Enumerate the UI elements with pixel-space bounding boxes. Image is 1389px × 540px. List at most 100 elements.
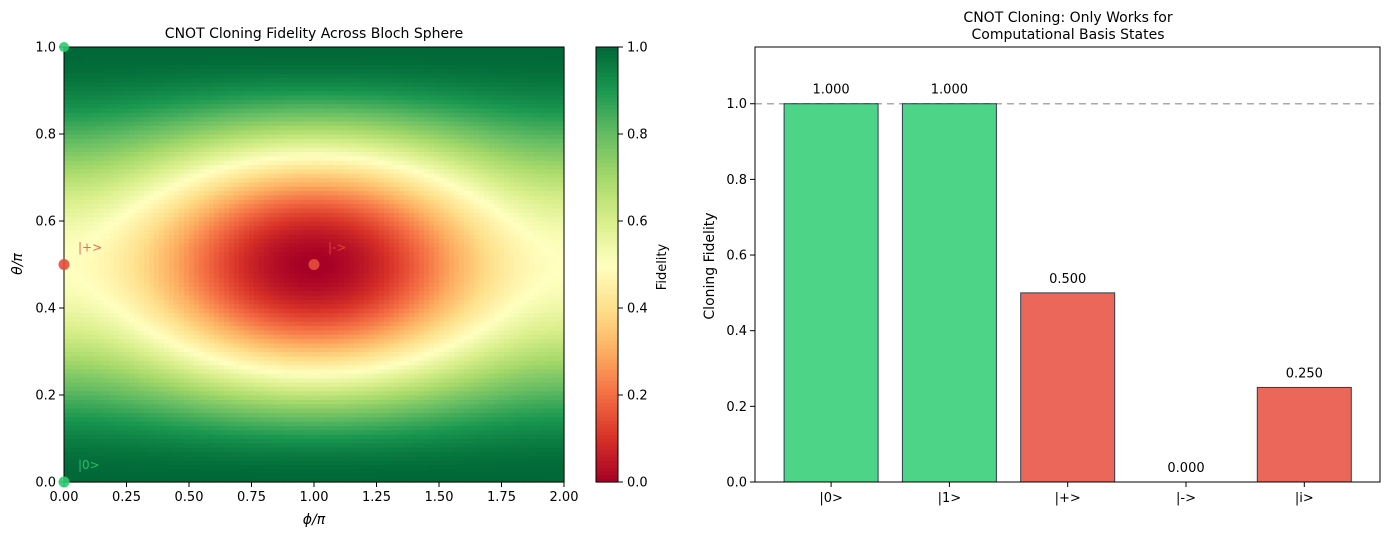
heatmap-cell (179, 268, 185, 274)
heatmap-cell (134, 86, 140, 92)
heatmap-cell (244, 338, 250, 344)
heatmap-cell (214, 99, 220, 105)
heatmap-cell (124, 381, 130, 387)
heatmap-cell (129, 264, 135, 270)
heatmap-cell (279, 268, 285, 274)
heatmap-cell (284, 260, 290, 266)
heatmap-cell (214, 207, 220, 213)
heatmap-cell (189, 312, 195, 318)
heatmap-cell (224, 303, 230, 309)
heatmap-cell (109, 212, 115, 218)
heatmap-cell (214, 190, 220, 196)
heatmap-cell (104, 77, 110, 83)
heatmap-cell (229, 173, 235, 179)
heatmap-cell (279, 199, 285, 205)
heatmap-cell (74, 247, 80, 253)
heatmap-cell (149, 107, 155, 113)
heatmap-cell (194, 373, 200, 379)
heatmap-cell (79, 260, 85, 266)
heatmap-cell (184, 207, 190, 213)
heatmap-cell (119, 325, 125, 331)
heatmap-cell (209, 451, 215, 457)
heatmap-cell (234, 355, 240, 361)
heatmap-cell (234, 186, 240, 192)
heatmap-cell (94, 68, 100, 74)
heatmap-cell (179, 351, 185, 357)
heatmap-cell (64, 342, 70, 348)
heatmap-cell (104, 455, 110, 461)
heatmap-cell (219, 386, 225, 392)
heatmap-cell (244, 373, 250, 379)
heatmap-cell (154, 199, 160, 205)
heatmap-cell (189, 60, 195, 65)
heatmap-cell (84, 47, 90, 52)
heatmap-cell (239, 64, 245, 70)
heatmap-cell (279, 395, 285, 400)
heatmap-cell (99, 99, 105, 105)
heatmap-cell (219, 273, 225, 279)
heatmap-cell (64, 447, 70, 453)
heatmap-cell (239, 347, 245, 353)
heatmap-cell (284, 277, 290, 283)
heatmap-cell (159, 416, 165, 422)
heatmap-cell (224, 247, 230, 253)
heatmap-cell (79, 360, 85, 366)
heatmap-cell (184, 286, 190, 292)
heatmap-cell (264, 268, 270, 274)
heatmap-cell (84, 451, 90, 457)
heatmap-cell (134, 277, 140, 283)
heatmap-cell (144, 321, 150, 326)
heatmap-cell (74, 403, 80, 409)
heatmap-cell (244, 203, 250, 209)
heatmap-cell (89, 451, 95, 457)
heatmap-cell (109, 116, 115, 122)
heatmap-cell (274, 268, 280, 274)
heatmap-cell (194, 347, 200, 353)
heatmap-cell (299, 329, 305, 335)
heatmap-cell (224, 207, 230, 213)
heatmap-cell (69, 251, 75, 257)
heatmap-cell (184, 468, 190, 474)
heatmap-cell (64, 151, 70, 157)
heatmap-cell (99, 299, 105, 305)
heatmap-cell (234, 164, 240, 170)
heatmap-cell (244, 408, 250, 413)
heatmap-cell (304, 434, 310, 440)
heatmap-cell (194, 399, 200, 405)
heatmap-cell (94, 455, 100, 461)
heatmap-cell (294, 64, 300, 70)
heatmap-cell (259, 168, 265, 174)
heatmap-cell (119, 316, 125, 322)
heatmap-cell (119, 190, 125, 196)
heatmap-cell (179, 86, 185, 92)
heatmap-cell (219, 173, 225, 179)
heatmap-cell (139, 477, 145, 483)
heatmap-cell (169, 225, 175, 231)
heatmap-cell (134, 455, 140, 461)
heatmap-cell (304, 373, 310, 379)
heatmap-cell (309, 255, 315, 261)
heatmap-cell (84, 238, 90, 244)
heatmap-cell (154, 160, 160, 166)
heatmap-cell (194, 286, 200, 292)
heatmap-cell (299, 464, 305, 470)
heatmap-cell (254, 94, 260, 100)
heatmap-cell (144, 160, 150, 166)
heatmap-cell (194, 342, 200, 348)
heatmap-cell (114, 290, 120, 296)
heatmap-cell (309, 120, 315, 126)
heatmap-cell (234, 477, 240, 483)
heatmap-cell (74, 460, 80, 466)
heatmap-cell (149, 273, 155, 279)
heatmap-cell (279, 251, 285, 257)
heatmap-cell (224, 438, 230, 444)
heatmap-cell (119, 368, 125, 374)
heatmap-cell (169, 212, 175, 218)
heatmap-cell (264, 247, 270, 253)
heatmap-cell (249, 447, 255, 453)
heatmap-cell (224, 112, 230, 118)
heatmap-cell (94, 168, 100, 174)
heatmap-cell (254, 316, 260, 322)
heatmap-cell (119, 186, 125, 192)
heatmap-cell (249, 329, 255, 335)
